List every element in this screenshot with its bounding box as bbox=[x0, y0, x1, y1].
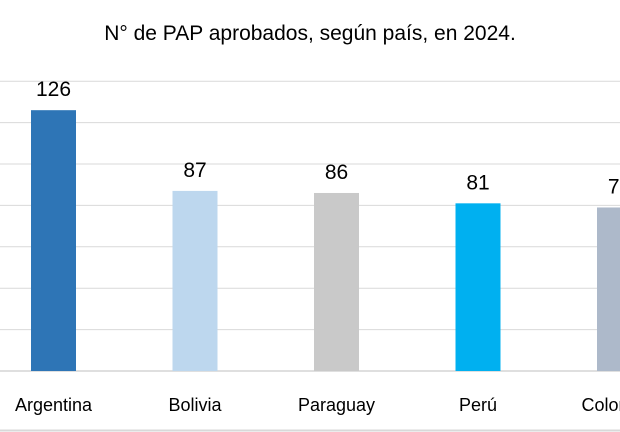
bar-paraguay bbox=[314, 192, 359, 371]
data-label: 126 bbox=[36, 78, 71, 101]
data-label: 79 bbox=[608, 175, 620, 198]
bar-argentina bbox=[31, 110, 76, 372]
bar-perú bbox=[455, 203, 501, 371]
category-label: Perú bbox=[459, 395, 497, 415]
data-label: 87 bbox=[183, 159, 206, 182]
category-label: Argentina bbox=[15, 395, 93, 415]
bar-colombia bbox=[597, 207, 620, 371]
chart-title: N° de PAP aprobados, según país, en 2024… bbox=[104, 22, 516, 45]
category-label: Paraguay bbox=[298, 395, 375, 415]
category-label: Colombia bbox=[581, 395, 620, 415]
bar-bolivia bbox=[172, 190, 218, 371]
category-label: Bolivia bbox=[168, 395, 222, 415]
data-label: 81 bbox=[466, 171, 489, 194]
data-label: 86 bbox=[325, 161, 348, 184]
